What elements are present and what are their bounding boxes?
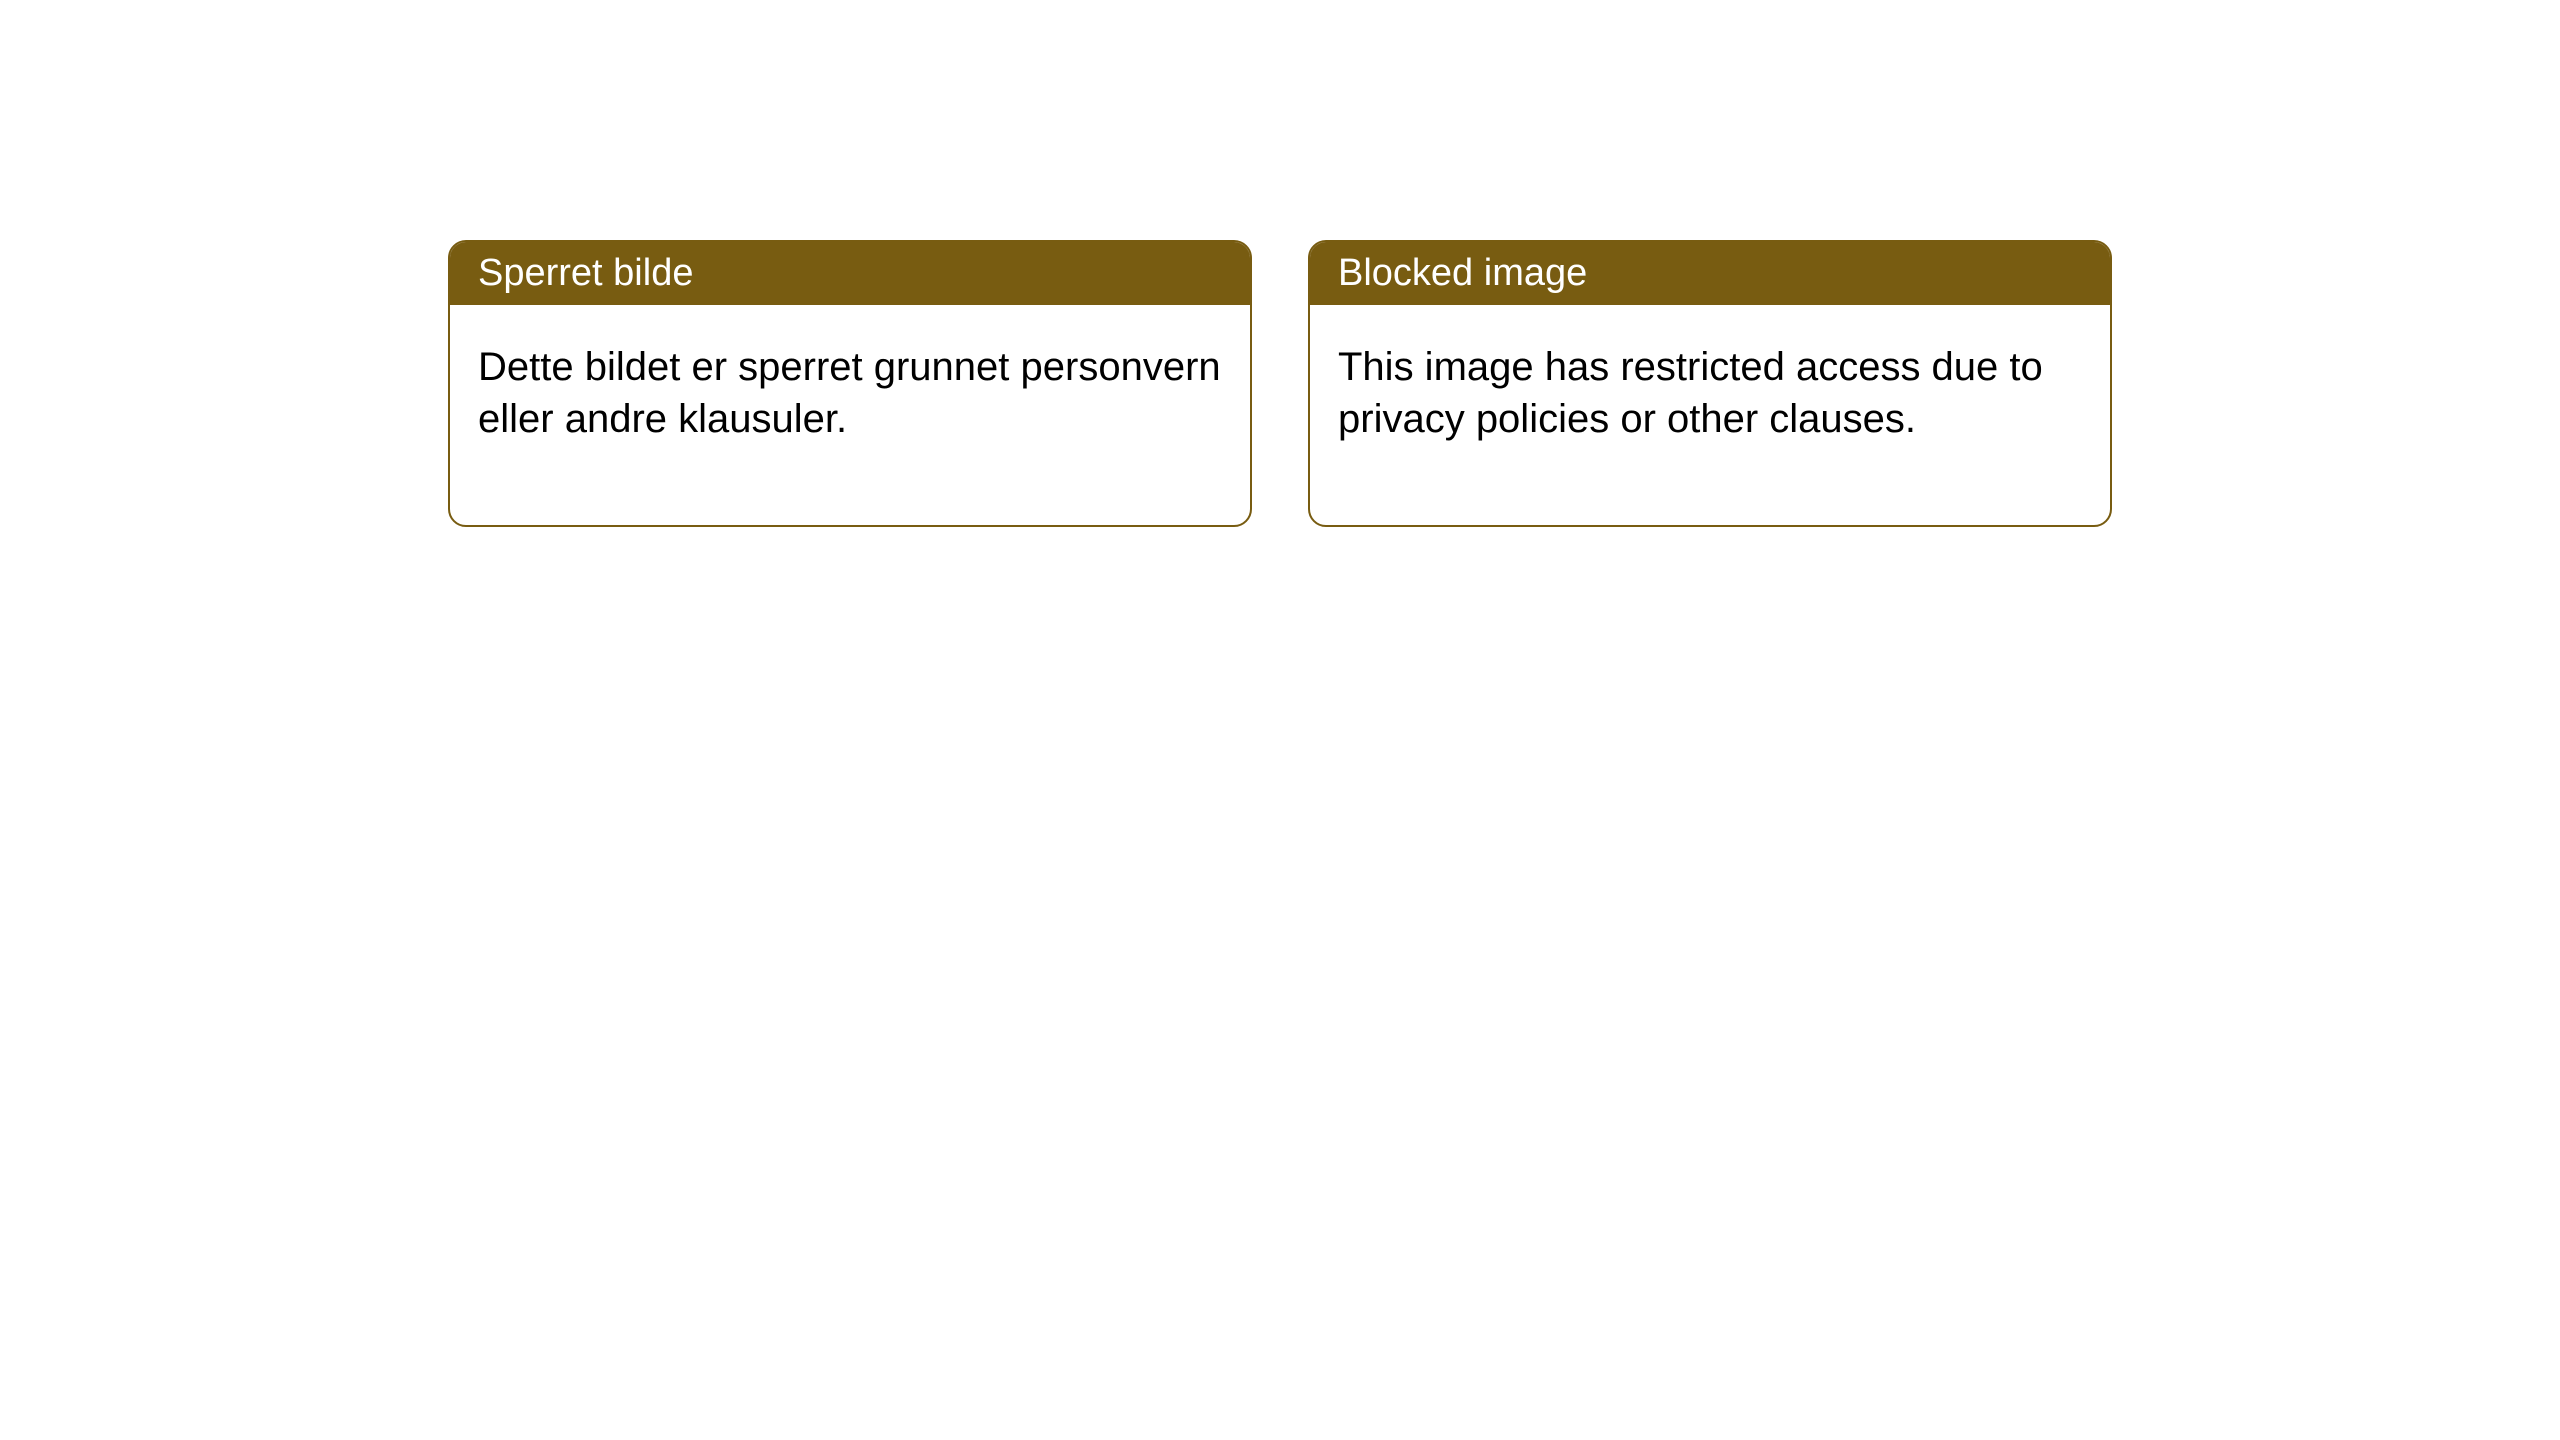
card-english: Blocked image This image has restricted …: [1308, 240, 2112, 527]
card-title: Sperret bilde: [450, 242, 1250, 305]
card-norwegian: Sperret bilde Dette bildet er sperret gr…: [448, 240, 1252, 527]
card-body: Dette bildet er sperret grunnet personve…: [450, 305, 1250, 525]
card-body: This image has restricted access due to …: [1310, 305, 2110, 525]
cards-container: Sperret bilde Dette bildet er sperret gr…: [0, 0, 2560, 527]
card-title: Blocked image: [1310, 242, 2110, 305]
